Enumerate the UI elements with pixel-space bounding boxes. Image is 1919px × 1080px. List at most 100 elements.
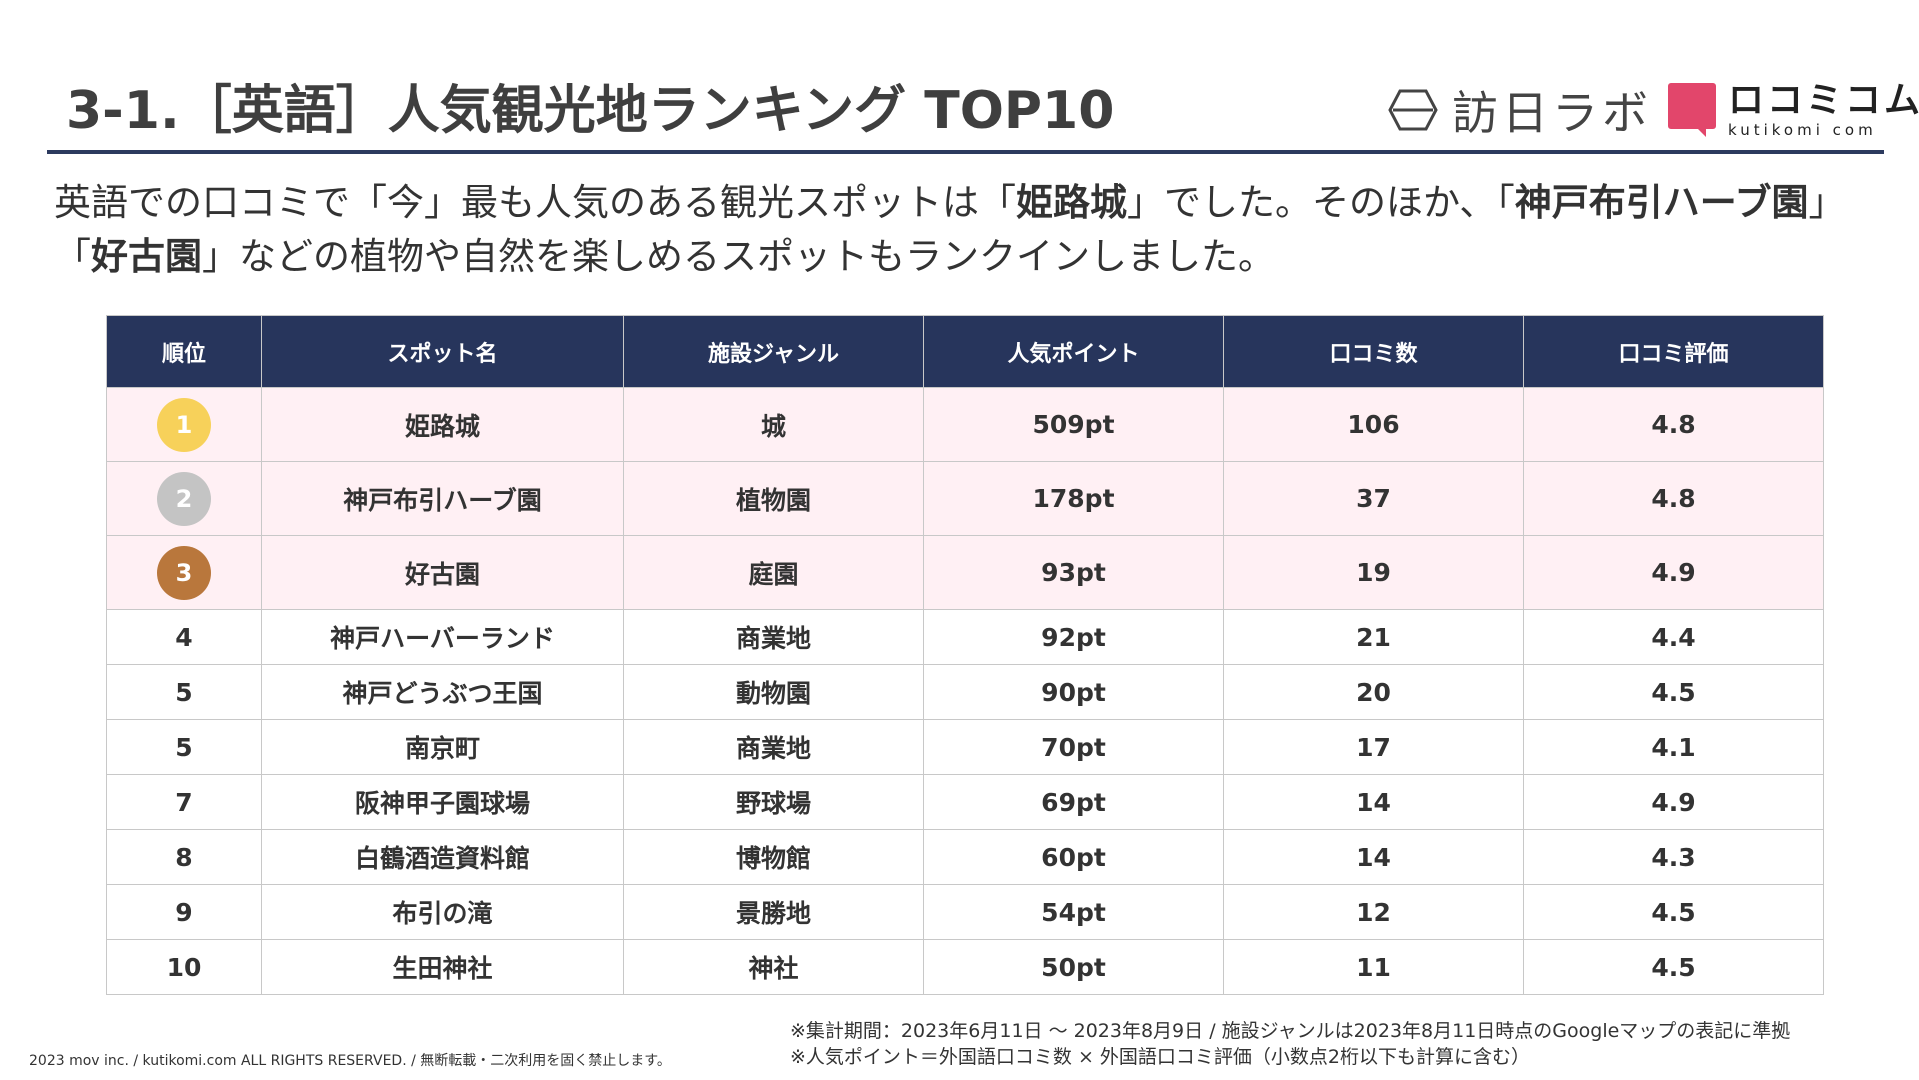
genre: 野球場 <box>623 774 924 830</box>
column-header-spot: スポット名 <box>261 315 624 388</box>
column-header-review-rating: 口コミ評価 <box>1523 315 1824 388</box>
review-rating: 4.5 <box>1523 884 1824 940</box>
review-count: 17 <box>1223 719 1524 775</box>
spot-name: 神戸どうぶつ王国 <box>261 664 624 720</box>
review-count: 14 <box>1223 774 1524 830</box>
bronze-medal-icon: 3 <box>157 545 211 600</box>
review-count: 20 <box>1223 664 1524 720</box>
points: 90pt <box>923 664 1224 720</box>
review-rating: 4.8 <box>1523 461 1824 536</box>
points: 509pt <box>923 387 1224 462</box>
review-rating: 4.9 <box>1523 535 1824 610</box>
header-divider <box>47 150 1884 154</box>
review-count: 21 <box>1223 609 1524 665</box>
review-rating: 4.1 <box>1523 719 1824 775</box>
lead-highlight: 好古園 <box>91 235 202 278</box>
genre: 商業地 <box>623 609 924 665</box>
genre: 神社 <box>623 939 924 995</box>
review-count: 11 <box>1223 939 1524 995</box>
table-row: 1 姫路城 城 509pt 106 4.8 <box>106 387 1824 462</box>
column-header-genre: 施設ジャンル <box>623 315 924 388</box>
lead-paragraph: 英語での口コミで「今」最も人気のある観光スポットは「姫路城」でした。そのほか、「… <box>54 176 1844 284</box>
review-rating: 4.3 <box>1523 829 1824 885</box>
genre: 植物園 <box>623 461 924 536</box>
genre: 商業地 <box>623 719 924 775</box>
spot-name: 神戸布引ハーブ園 <box>261 461 624 536</box>
points: 54pt <box>923 884 1224 940</box>
review-count: 14 <box>1223 829 1524 885</box>
copyright-notice: 2023 mov inc. / kutikomi.com ALL RIGHTS … <box>29 1053 671 1069</box>
rank-cell: 3 <box>106 535 262 610</box>
table-row: 4 神戸ハーバーランド 商業地 92pt 21 4.4 <box>106 609 1824 665</box>
rank-cell: 9 <box>106 884 262 940</box>
rank-cell: 5 <box>106 719 262 775</box>
rank-cell: 1 <box>106 387 262 462</box>
points: 93pt <box>923 535 1224 610</box>
hexagon-logo-icon <box>1388 89 1438 131</box>
houjin-lab-logo-text: 訪日ラボ <box>1452 86 1652 140</box>
column-header-review-count: 口コミ数 <box>1223 315 1524 388</box>
spot-name: 布引の滝 <box>261 884 624 940</box>
footnote-period: ※集計期間：2023年6月11日 ～ 2023年8月9日 / 施設ジャンルは20… <box>790 1020 1791 1042</box>
lead-highlight: 神戸布引ハーブ園 <box>1514 181 1809 224</box>
rank-cell: 8 <box>106 829 262 885</box>
review-rating: 4.9 <box>1523 774 1824 830</box>
footnote-formula: ※人気ポイント＝外国語口コミ数 × 外国語口コミ評価（小数点2桁以下も計算に含む… <box>790 1046 1531 1068</box>
genre: 景勝地 <box>623 884 924 940</box>
spot-name: 阪神甲子園球場 <box>261 774 624 830</box>
points: 69pt <box>923 774 1224 830</box>
points: 178pt <box>923 461 1224 536</box>
spot-name: 姫路城 <box>261 387 624 462</box>
genre: 博物館 <box>623 829 924 885</box>
points: 92pt <box>923 609 1224 665</box>
review-count: 19 <box>1223 535 1524 610</box>
table-row: 2 神戸布引ハーブ園 植物園 178pt 37 4.8 <box>106 461 1824 536</box>
column-header-points: 人気ポイント <box>923 315 1224 388</box>
points: 70pt <box>923 719 1224 775</box>
review-count: 106 <box>1223 387 1524 462</box>
gold-medal-icon: 1 <box>157 397 211 452</box>
rank-cell: 5 <box>106 664 262 720</box>
table-row: 7 阪神甲子園球場 野球場 69pt 14 4.9 <box>106 774 1824 830</box>
spot-name: 好古園 <box>261 535 624 610</box>
houjin-lab-logo: 訪日ラボ <box>1388 80 1652 140</box>
spot-name: 白鶴酒造資料館 <box>261 829 624 885</box>
spot-name: 南京町 <box>261 719 624 775</box>
lead-text: 英語での口コミで「今」最も人気のある観光スポットは「 <box>54 181 1016 224</box>
silver-medal-icon: 2 <box>157 471 211 526</box>
lead-highlight: 姫路城 <box>1016 181 1127 224</box>
rank-cell: 2 <box>106 461 262 536</box>
speech-bubble-icon <box>1668 83 1716 137</box>
rank-cell: 4 <box>106 609 262 665</box>
kutikomi-logo-text: ロコミコム <box>1728 79 1919 121</box>
table-row: 3 好古園 庭園 93pt 19 4.9 <box>106 535 1824 610</box>
review-count: 37 <box>1223 461 1524 536</box>
review-rating: 4.4 <box>1523 609 1824 665</box>
ranking-table: 順位 スポット名 施設ジャンル 人気ポイント 口コミ数 口コミ評価 1 姫路城 … <box>106 315 1824 995</box>
rank-cell: 7 <box>106 774 262 830</box>
lead-text: 」「 <box>54 181 1828 278</box>
table-header-row: 順位 スポット名 施設ジャンル 人気ポイント 口コミ数 口コミ評価 <box>106 315 1824 388</box>
review-rating: 4.5 <box>1523 939 1824 995</box>
lead-text: 」でした。そのほか、「 <box>1127 181 1515 224</box>
spot-name: 生田神社 <box>261 939 624 995</box>
page-title: 3-1.［英語］人気観光地ランキング TOP10 <box>66 81 1115 141</box>
footnotes: ※集計期間：2023年6月11日 ～ 2023年8月9日 / 施設ジャンルは20… <box>790 1018 1790 1070</box>
table-row: 9 布引の滝 景勝地 54pt 12 4.5 <box>106 884 1824 940</box>
kutikomi-logo-subtext: kutikomi com <box>1728 120 1877 139</box>
points: 60pt <box>923 829 1224 885</box>
review-count: 12 <box>1223 884 1524 940</box>
table-row: 8 白鶴酒造資料館 博物館 60pt 14 4.3 <box>106 829 1824 885</box>
genre: 庭園 <box>623 535 924 610</box>
table-row: 5 神戸どうぶつ王国 動物園 90pt 20 4.5 <box>106 664 1824 720</box>
points: 50pt <box>923 939 1224 995</box>
table-row: 5 南京町 商業地 70pt 17 4.1 <box>106 719 1824 775</box>
spot-name: 神戸ハーバーランド <box>261 609 624 665</box>
genre: 城 <box>623 387 924 462</box>
review-rating: 4.5 <box>1523 664 1824 720</box>
genre: 動物園 <box>623 664 924 720</box>
rank-cell: 10 <box>106 939 262 995</box>
column-header-rank: 順位 <box>106 315 262 388</box>
lead-text: 」などの植物や自然を楽しめるスポットもランクインしました。 <box>202 235 1275 278</box>
table-row: 10 生田神社 神社 50pt 11 4.5 <box>106 939 1824 995</box>
